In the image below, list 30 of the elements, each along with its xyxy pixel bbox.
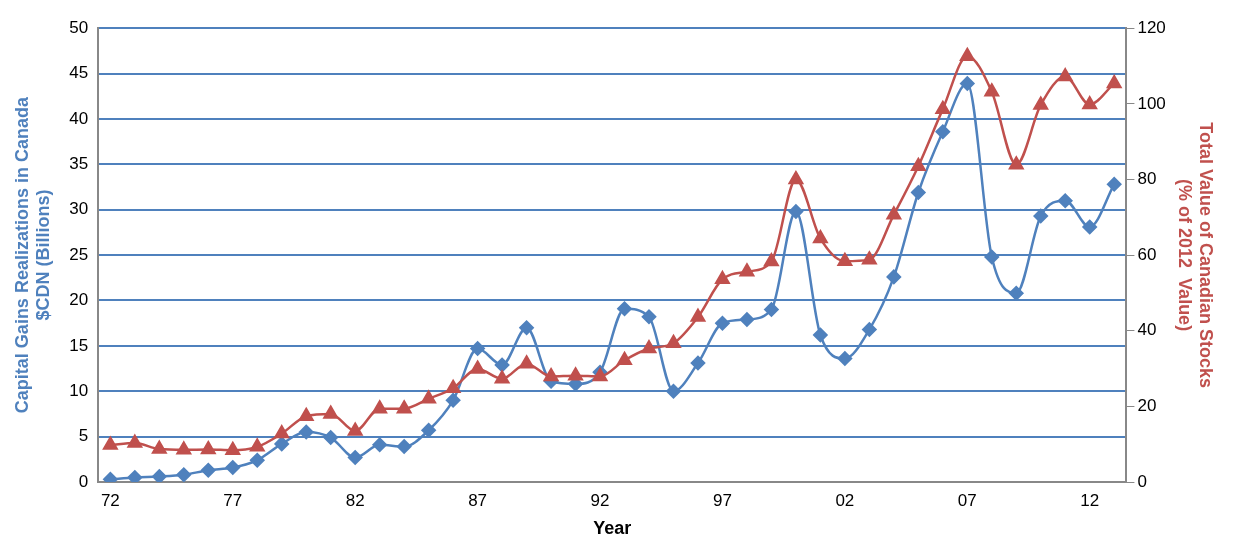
x-tick-label: 77	[223, 490, 243, 510]
y2-tick-label: 0	[1137, 471, 1147, 491]
x-tick-label: 97	[712, 490, 732, 510]
y-tick-label: 50	[69, 17, 89, 37]
y2-tick-label: 60	[1137, 244, 1157, 264]
y2-tick-label: 20	[1137, 396, 1157, 416]
y2-tick-label: 100	[1137, 93, 1166, 113]
x-tick-label: 87	[468, 490, 488, 510]
y-tick-label: 10	[69, 380, 89, 400]
y-tick-label: 5	[78, 426, 89, 446]
x-tick-label: 72	[100, 490, 120, 510]
y-tick-label: 45	[69, 63, 89, 83]
y2-axis-title: Total Value of Canadian Stocks (% of 2012 Value)	[1174, 122, 1217, 388]
x-tick-label: 92	[590, 490, 610, 510]
x-tick-label: 02	[835, 490, 855, 510]
y-tick-label: 25	[69, 244, 89, 264]
x-axis-title: Year	[593, 518, 632, 539]
y-tick-label: 0	[78, 471, 89, 491]
y-axis-title: Capital Gains Realizations in Canada $CDN (Billions)	[11, 96, 54, 414]
y-tick-label: 40	[69, 108, 89, 128]
y-tick-label: 15	[69, 335, 89, 355]
y-tick-label: 30	[69, 199, 89, 219]
x-tick-label: 82	[345, 490, 365, 510]
y-tick-label: 35	[69, 154, 89, 174]
y2-tick-label: 80	[1137, 169, 1157, 189]
y2-tick-label: 120	[1137, 17, 1166, 37]
x-tick-label: 07	[957, 490, 977, 510]
x-tick-label: 12	[1080, 490, 1100, 510]
y2-tick-label: 40	[1137, 320, 1157, 340]
y-tick-label: 20	[69, 290, 89, 310]
